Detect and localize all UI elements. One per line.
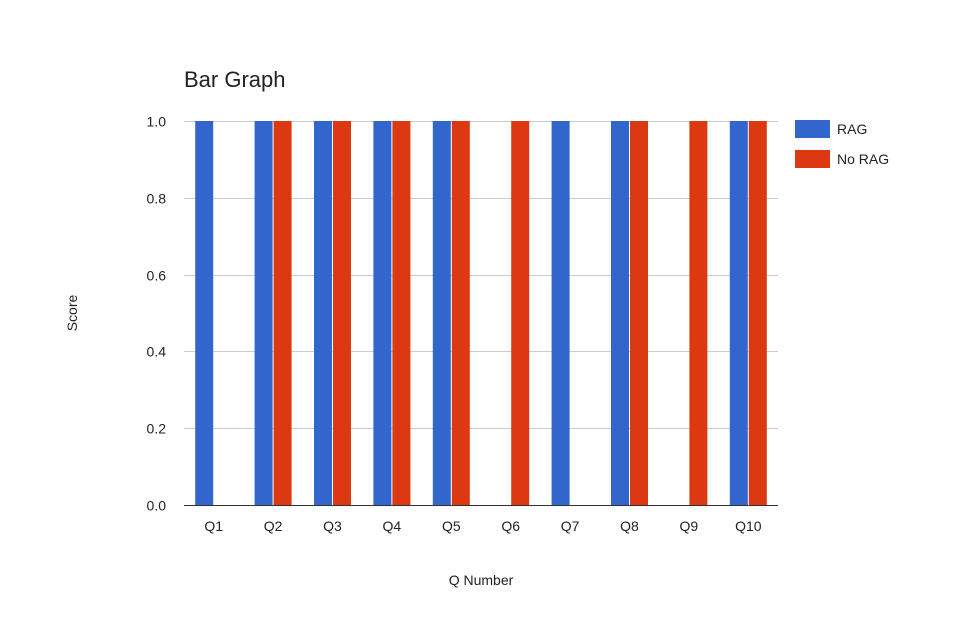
bar-no-rag-q2[interactable]: [273, 121, 292, 505]
bar-no-rag-q3[interactable]: [333, 121, 351, 505]
bar-no-rag-q6[interactable]: [511, 121, 530, 505]
legend-swatch: [795, 120, 830, 138]
x-tick-label: Q9: [680, 518, 699, 534]
x-tick-label: Q8: [620, 518, 639, 534]
bar-rag-q4[interactable]: [373, 121, 392, 505]
x-tick-label: Q5: [442, 518, 461, 534]
y-tick-label: 1.0: [147, 114, 167, 130]
legend: RAG No RAG: [795, 120, 889, 168]
bar-no-rag-q10[interactable]: [748, 121, 767, 505]
x-tick-label: Q6: [501, 518, 520, 534]
bar-rag-q2[interactable]: [254, 121, 273, 505]
bar-rag-q3[interactable]: [314, 121, 332, 505]
bar-no-rag-q8[interactable]: [630, 121, 648, 505]
x-tick-label: Q7: [561, 518, 580, 534]
bar-rag-q10[interactable]: [729, 121, 748, 505]
y-tick-labels: 0.0 0.2 0.4 0.6 0.8 1.0: [147, 114, 167, 514]
y-tick-label: 0.6: [147, 268, 167, 284]
x-tick-label: Q10: [735, 518, 762, 534]
y-tick-label: 0.0: [147, 498, 167, 514]
grid-layer: [184, 121, 778, 429]
legend-label: RAG: [837, 121, 867, 137]
y-axis-title: Score: [64, 295, 80, 332]
bar-rag-q7[interactable]: [551, 121, 570, 505]
x-tick-label: Q1: [204, 518, 223, 534]
y-tick-label: 0.8: [147, 191, 167, 207]
y-tick-label: 0.4: [147, 344, 167, 360]
x-tick-label: Q4: [383, 518, 402, 534]
bar-rag-q8[interactable]: [611, 121, 629, 505]
x-tick-label: Q2: [264, 518, 283, 534]
bar-rag-q1[interactable]: [195, 121, 214, 505]
x-axis-title: Q Number: [449, 572, 514, 588]
y-tick-label: 0.2: [147, 421, 167, 437]
legend-label: No RAG: [837, 151, 889, 167]
bars-layer: [195, 121, 767, 505]
bar-no-rag-q4[interactable]: [392, 121, 411, 505]
bar-rag-q5[interactable]: [432, 121, 451, 505]
x-tick-labels: Q1 Q2 Q3 Q4 Q5 Q6 Q7 Q8 Q9 Q10: [204, 518, 761, 534]
bar-no-rag-q9[interactable]: [689, 121, 708, 505]
chart-title: Bar Graph: [184, 67, 286, 92]
legend-swatch: [795, 150, 830, 168]
bar-no-rag-q5[interactable]: [451, 121, 470, 505]
x-tick-label: Q3: [323, 518, 342, 534]
